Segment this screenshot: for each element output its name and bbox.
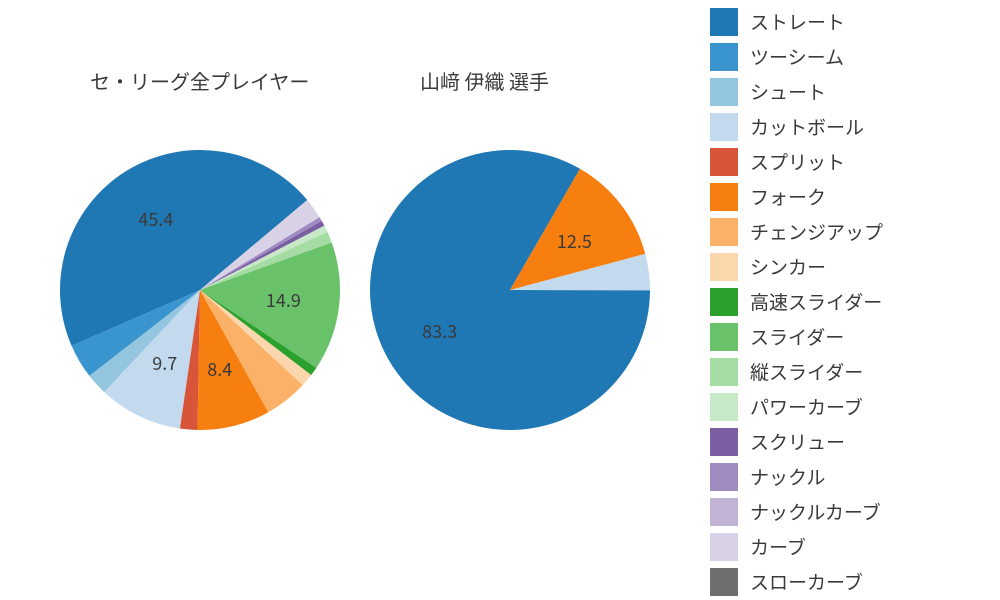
legend-label: カットボール (750, 113, 864, 140)
legend-swatch (710, 218, 738, 246)
legend-swatch (710, 568, 738, 596)
legend-label: カーブ (750, 533, 806, 560)
pie-svg (60, 150, 340, 430)
legend-label: 高速スライダー (750, 288, 882, 315)
chart-title-left: セ・リーグ全プレイヤー (90, 66, 309, 95)
legend-swatch (710, 253, 738, 281)
legend-swatch (710, 183, 738, 211)
legend-swatch (710, 393, 738, 421)
legend-label: スローカーブ (750, 568, 863, 595)
legend-label: ツーシーム (750, 43, 844, 70)
legend-item: フォーク (710, 179, 980, 214)
legend-label: チェンジアップ (750, 218, 883, 245)
legend-item: ツーシーム (710, 39, 980, 74)
legend-swatch (710, 428, 738, 456)
legend-swatch (710, 463, 738, 491)
legend-swatch (710, 113, 738, 141)
legend-swatch (710, 8, 738, 36)
legend-label: シンカー (750, 253, 826, 280)
legend-label: パワーカーブ (750, 393, 863, 420)
legend-swatch (710, 323, 738, 351)
legend-item: スローカーブ (710, 564, 980, 599)
legend-swatch (710, 533, 738, 561)
legend-item: ストレート (710, 4, 980, 39)
legend-item: ナックル (710, 459, 980, 494)
legend-label: ナックルカーブ (750, 498, 881, 525)
legend-label: 縦スライダー (750, 358, 863, 385)
legend-item: スクリュー (710, 424, 980, 459)
legend-item: カットボール (710, 109, 980, 144)
legend-label: スライダー (750, 323, 844, 350)
legend-label: ナックル (750, 463, 825, 490)
legend-item: チェンジアップ (710, 214, 980, 249)
legend-swatch (710, 148, 738, 176)
legend-swatch (710, 498, 738, 526)
legend-item: シュート (710, 74, 980, 109)
chart-container: セ・リーグ全プレイヤー 山﨑 伊織 選手 45.49.78.414.9 83.3… (0, 0, 1000, 600)
legend-item: 高速スライダー (710, 284, 980, 319)
legend: ストレートツーシームシュートカットボールスプリットフォークチェンジアップシンカー… (710, 0, 980, 599)
legend-item: シンカー (710, 249, 980, 284)
legend-item: パワーカーブ (710, 389, 980, 424)
pie-chart-right: 83.312.5 (370, 150, 650, 430)
legend-swatch (710, 288, 738, 316)
legend-item: 縦スライダー (710, 354, 980, 389)
legend-item: ナックルカーブ (710, 494, 980, 529)
legend-label: スプリット (750, 148, 845, 175)
legend-swatch (710, 78, 738, 106)
legend-swatch (710, 43, 738, 71)
legend-label: シュート (750, 78, 826, 105)
legend-item: スライダー (710, 319, 980, 354)
pie-chart-left: 45.49.78.414.9 (60, 150, 340, 430)
chart-title-right: 山﨑 伊織 選手 (420, 66, 549, 95)
pie-svg (370, 150, 650, 430)
legend-swatch (710, 358, 738, 386)
legend-label: フォーク (750, 183, 826, 210)
legend-label: スクリュー (750, 428, 845, 455)
legend-label: ストレート (750, 8, 845, 35)
legend-item: カーブ (710, 529, 980, 564)
legend-item: スプリット (710, 144, 980, 179)
